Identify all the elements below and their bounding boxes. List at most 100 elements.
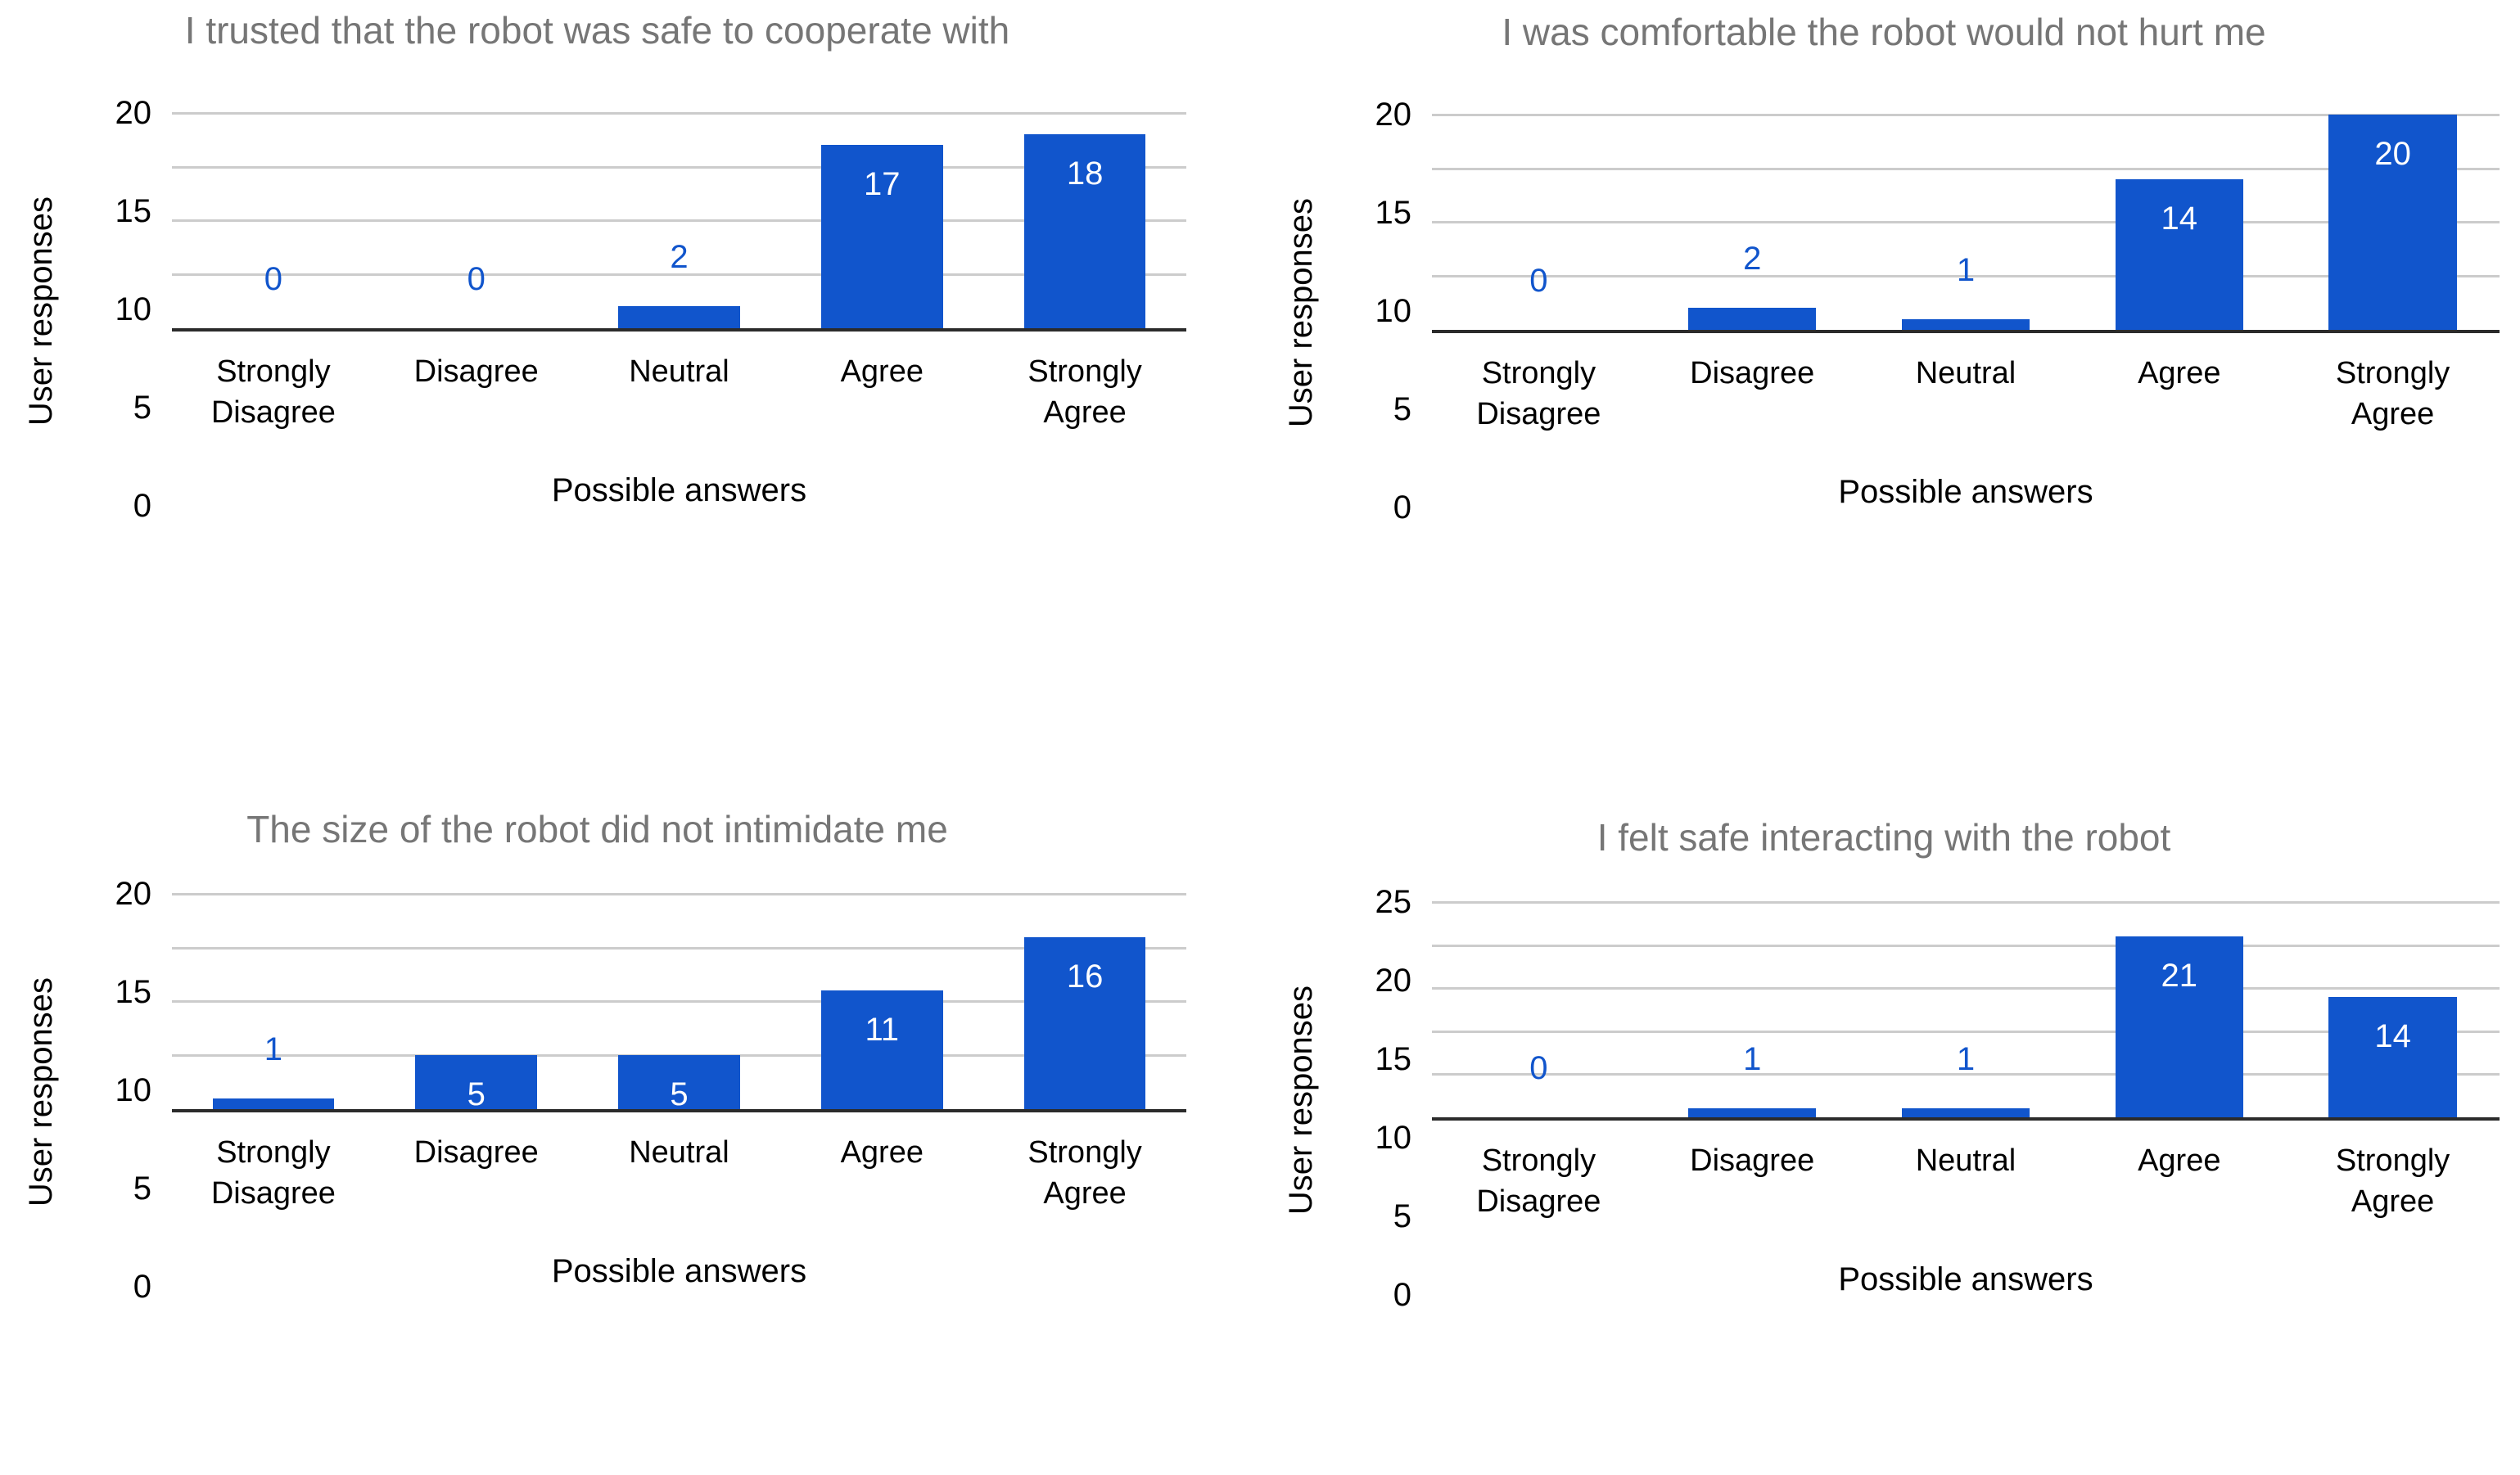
gridline <box>172 112 1186 115</box>
bar-slot: 14 <box>2286 902 2500 1117</box>
y-axis-title: User responses <box>8 113 74 509</box>
bar-slot: 0 <box>1432 115 1646 330</box>
x-category-label: Neutral <box>1915 355 2016 390</box>
plot-wrap: 0 0 2 17 18 Strongly Disagree Disagree Neutral… <box>172 112 1186 509</box>
x-category-label: Strongly Disagree <box>210 1134 336 1211</box>
x-category-labels: Strongly Disagree Disagree Neutral Agree Str… <box>172 1132 1186 1214</box>
bar-slot: 1 <box>1859 115 2073 330</box>
bar <box>2328 996 2457 1117</box>
chart-size-not-intimidate: The size of the robot did not intimidate… <box>0 738 1260 1475</box>
value-label: 17 <box>864 166 901 203</box>
bar-slots: 1 5 5 11 16 <box>172 894 1186 1113</box>
value-label: 2 <box>1743 241 1762 277</box>
y-axis-title-text: User responses <box>22 196 59 426</box>
gridline <box>1432 944 2500 947</box>
bar-slot: 1 <box>1646 902 1859 1117</box>
y-axis-ticks: 0 5 10 15 20 <box>1334 98 1432 524</box>
chart-body: User responses 0 5 10 15 20 0 0 2 17 18 Strongly… <box>8 97 1186 522</box>
x-category-label: Strongly Agree <box>2335 355 2450 431</box>
bar <box>2115 178 2244 330</box>
x-category-label: Disagree <box>413 354 539 389</box>
chart-title: The size of the robot did not intimidate… <box>246 808 948 850</box>
plot-wrap: 0 2 1 14 20 Strongly Disagree Disagree Neutral… <box>1432 114 2500 511</box>
plot-wrap: 0 1 1 21 14 Strongly Disagree Disagree Neutral… <box>1432 901 2500 1298</box>
bar <box>820 990 943 1109</box>
bar <box>415 1055 538 1109</box>
value-label: 0 <box>467 260 485 297</box>
gridline <box>1432 114 2500 116</box>
x-category-label: Disagree <box>1690 1143 1815 1178</box>
y-tick-label: 10 <box>115 291 152 327</box>
gridline <box>172 946 1186 950</box>
bar-slots: 0 0 2 17 18 <box>172 113 1186 328</box>
y-axis-ticks: 0 5 10 15 20 <box>74 97 172 522</box>
chart-body: User responses 0 5 10 15 20 1 5 5 11 16 Strongly… <box>8 877 1186 1303</box>
x-category-labels: Strongly Disagree Disagree Neutral Agree Str… <box>1432 353 2500 435</box>
y-tick-label: 15 <box>1375 195 1412 231</box>
value-label: 0 <box>264 260 283 297</box>
x-axis-title: Possible answers <box>551 472 807 508</box>
x-axis-title: Possible answers <box>1838 474 2093 510</box>
value-label: 16 <box>1066 958 1104 995</box>
y-tick-label: 0 <box>133 488 151 524</box>
value-label: 0 <box>1529 1049 1548 1086</box>
bar <box>2328 115 2457 330</box>
y-tick-label: 10 <box>115 1072 152 1108</box>
y-axis-title: User responses <box>8 894 74 1290</box>
value-label: 21 <box>2161 958 2198 995</box>
y-axis-ticks: 0 5 10 15 20 <box>74 877 172 1303</box>
y-axis-ticks: 0 5 10 15 20 25 <box>1334 886 1432 1311</box>
value-label: 1 <box>1743 1041 1762 1078</box>
bar-slot: 0 <box>375 113 578 328</box>
y-tick-label: 20 <box>115 95 152 131</box>
gridline <box>172 1000 1186 1004</box>
x-category-label: Neutral <box>629 354 729 389</box>
chart-title: I trusted that the robot was safe to coo… <box>184 9 1010 52</box>
x-category-label: Agree <box>840 1134 924 1170</box>
chart-title: I felt safe interacting with the robot <box>1596 816 2171 859</box>
x-category-label: Strongly Disagree <box>1476 1143 1601 1219</box>
gridline <box>1432 987 2500 990</box>
value-label: 0 <box>1529 262 1548 299</box>
chart-body: User responses 0 5 10 15 20 0 2 1 14 20 Strongly… <box>1268 98 2500 524</box>
y-tick-label: 0 <box>1393 489 1411 525</box>
bar <box>1901 1108 2030 1117</box>
gridline <box>1432 167 2500 170</box>
bar-slot: 20 <box>2286 115 2500 330</box>
gridline <box>1432 1030 2500 1033</box>
value-label: 20 <box>2374 136 2411 172</box>
gridline <box>1432 275 2500 278</box>
bar-slot: 5 <box>375 894 578 1111</box>
bar-slot: 5 <box>578 894 781 1113</box>
y-axis-title-text: User responses <box>22 977 59 1207</box>
y-tick-label: 15 <box>1375 1041 1412 1077</box>
x-category-label: Strongly Disagree <box>210 354 336 430</box>
gridline <box>172 893 1186 895</box>
x-category-label: Strongly Disagree <box>1476 355 1601 431</box>
x-category-label: Neutral <box>1915 1143 2016 1178</box>
y-tick-label: 10 <box>1375 1120 1412 1156</box>
gridline <box>172 219 1186 223</box>
bar-slot: 17 <box>780 113 983 328</box>
gridline <box>172 273 1186 277</box>
value-label: 1 <box>264 1031 283 1067</box>
x-category-label: Strongly Agree <box>1027 354 1142 430</box>
x-category-label: Agree <box>840 354 924 389</box>
value-label: 1 <box>1956 251 1976 288</box>
gridline <box>1432 1073 2500 1076</box>
bar <box>2115 936 2244 1117</box>
bar-slot: 2 <box>578 113 781 328</box>
value-label: 18 <box>1066 156 1104 192</box>
value-label: 5 <box>670 1076 689 1113</box>
y-axis-title: User responses <box>1268 115 1334 511</box>
bar-slot: 21 <box>2072 902 2286 1117</box>
y-tick-label: 15 <box>115 193 152 229</box>
x-axis-title: Possible answers <box>1838 1261 2093 1297</box>
bar-slot: 1 <box>172 894 375 1109</box>
gridline <box>172 165 1186 169</box>
bar <box>618 306 740 328</box>
y-axis-title: User responses <box>1268 902 1334 1298</box>
y-tick-label: 0 <box>1393 1277 1411 1313</box>
y-tick-label: 5 <box>133 1171 151 1207</box>
